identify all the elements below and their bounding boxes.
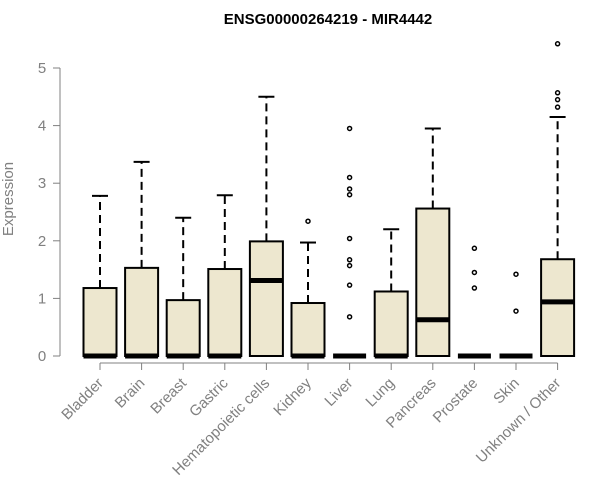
y-tick-label: 2 <box>38 233 46 250</box>
outlier-point <box>554 96 561 103</box>
x-tick-label: Prostate <box>430 375 482 427</box>
box-bladder <box>82 194 118 359</box>
x-tick-label: Kidney <box>270 374 315 419</box>
box-pancreas <box>415 127 451 357</box>
outlier-point <box>346 125 353 132</box>
box-body <box>124 266 160 358</box>
box-body <box>248 240 284 358</box>
y-axis-label: Expression <box>0 162 17 236</box>
y-tick-label: 4 <box>38 118 46 135</box>
outlier-point <box>513 308 519 314</box>
box-gastric <box>207 194 243 359</box>
outlier-point <box>471 269 478 276</box>
y-tick-label: 0 <box>38 348 46 365</box>
outlier-point <box>346 191 353 198</box>
box-prostate <box>457 245 491 359</box>
box-brain <box>124 160 160 359</box>
x-tick-label: Lung <box>362 375 398 411</box>
box-skin <box>499 271 533 359</box>
box-body <box>290 302 326 357</box>
y-tick-label: 1 <box>38 290 46 307</box>
outlier-point <box>554 90 561 96</box>
box-body <box>415 207 451 357</box>
outlier-point <box>346 235 353 242</box>
x-tick-label: Skin <box>490 375 523 408</box>
box-body <box>373 290 409 358</box>
x-tick-label: Bladder <box>58 375 107 424</box>
box-hematopoietic-cells <box>248 95 284 358</box>
box-body <box>207 268 243 357</box>
box-series <box>82 41 576 359</box>
box-breast <box>165 216 201 359</box>
outlier-point <box>346 174 353 181</box>
outlier-point <box>346 257 353 263</box>
outlier-point <box>346 262 353 269</box>
outlier-point <box>471 245 478 252</box>
outlier-point <box>554 41 561 47</box>
y-tick-label: 3 <box>38 175 46 192</box>
outlier-point <box>305 218 311 224</box>
outlier-point <box>471 285 478 291</box>
box-liver <box>333 125 367 359</box>
x-tick-label: Brain <box>112 375 149 412</box>
box-unknown-other <box>540 41 576 357</box>
outlier-point <box>346 186 353 192</box>
box-lung <box>373 228 409 359</box>
chart-title: ENSG00000264219 - MIR4442 <box>224 11 432 28</box>
outlier-point <box>554 104 561 110</box>
outlier-point <box>513 271 519 277</box>
box-kidney <box>290 218 326 359</box>
x-tick-label: Liver <box>321 375 356 410</box>
x-tick-label: Breast <box>147 374 190 417</box>
outlier-point <box>346 282 353 288</box>
y-tick-label: 5 <box>38 60 46 77</box>
y-axis: 0 1 2 3 4 5 <box>38 60 61 365</box>
box-body <box>540 258 576 357</box>
outlier-point <box>346 314 353 320</box>
box-body <box>165 299 201 357</box>
box-body <box>82 287 118 358</box>
